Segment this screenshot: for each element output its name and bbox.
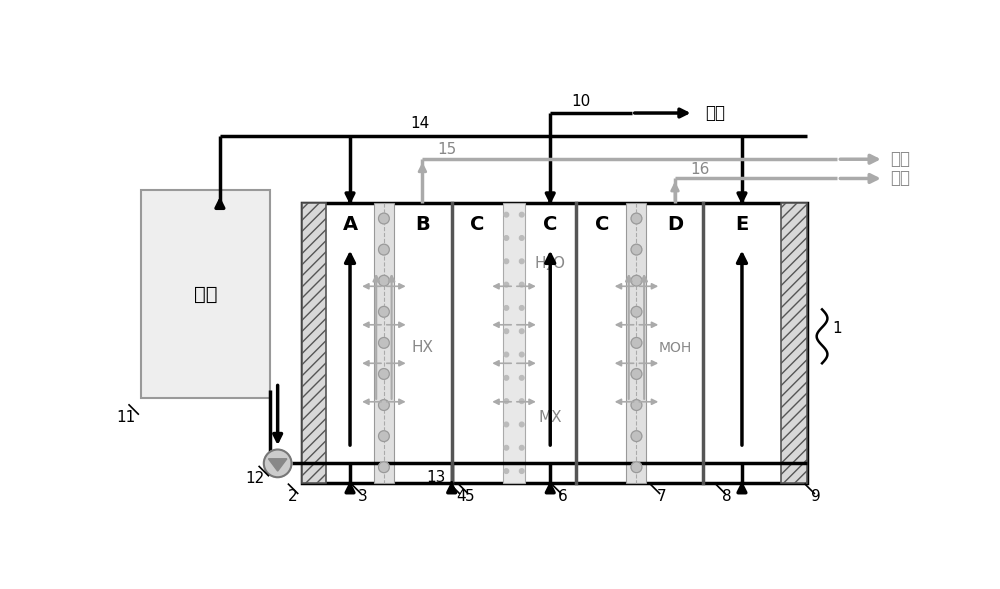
Circle shape bbox=[379, 431, 389, 442]
Text: C: C bbox=[595, 215, 609, 234]
Circle shape bbox=[631, 213, 642, 224]
Circle shape bbox=[379, 244, 389, 255]
Circle shape bbox=[631, 244, 642, 255]
Text: 1: 1 bbox=[833, 321, 842, 336]
Circle shape bbox=[519, 306, 524, 310]
Circle shape bbox=[519, 399, 524, 403]
Text: C: C bbox=[470, 215, 484, 234]
Circle shape bbox=[631, 462, 642, 472]
Circle shape bbox=[379, 337, 389, 348]
Circle shape bbox=[631, 275, 642, 286]
Text: 酸室: 酸室 bbox=[890, 150, 910, 168]
Bar bbox=[302, 203, 807, 482]
Circle shape bbox=[519, 422, 524, 427]
Text: 12: 12 bbox=[245, 471, 264, 487]
Text: HX: HX bbox=[411, 340, 433, 355]
Bar bbox=[374, 203, 394, 482]
Bar bbox=[302, 203, 326, 482]
Text: 14: 14 bbox=[410, 115, 430, 131]
Circle shape bbox=[519, 376, 524, 380]
Circle shape bbox=[264, 449, 292, 477]
Circle shape bbox=[504, 399, 509, 403]
Text: 11: 11 bbox=[116, 410, 136, 425]
Bar bbox=[626, 203, 646, 482]
Circle shape bbox=[519, 236, 524, 240]
Text: 7: 7 bbox=[656, 489, 666, 504]
Circle shape bbox=[504, 445, 509, 450]
Circle shape bbox=[519, 469, 524, 474]
Text: 10: 10 bbox=[571, 94, 591, 109]
Text: 5: 5 bbox=[465, 489, 474, 504]
Text: MX: MX bbox=[538, 410, 562, 425]
Circle shape bbox=[504, 329, 509, 333]
Text: 4: 4 bbox=[456, 489, 466, 504]
Text: 6: 6 bbox=[558, 489, 567, 504]
Circle shape bbox=[504, 282, 509, 287]
Circle shape bbox=[504, 422, 509, 427]
Circle shape bbox=[519, 282, 524, 287]
Circle shape bbox=[504, 236, 509, 240]
Circle shape bbox=[519, 352, 524, 357]
Circle shape bbox=[519, 213, 524, 217]
Text: D: D bbox=[667, 215, 683, 234]
Text: 原水: 原水 bbox=[194, 284, 217, 303]
Text: C: C bbox=[543, 215, 557, 234]
Circle shape bbox=[504, 376, 509, 380]
Text: 碱室: 碱室 bbox=[890, 170, 910, 187]
Circle shape bbox=[631, 400, 642, 411]
Circle shape bbox=[631, 431, 642, 442]
Text: 出水: 出水 bbox=[705, 104, 725, 122]
Text: 13: 13 bbox=[426, 470, 445, 485]
Text: E: E bbox=[735, 215, 749, 234]
Circle shape bbox=[504, 469, 509, 474]
Circle shape bbox=[379, 213, 389, 224]
Text: A: A bbox=[342, 215, 358, 234]
Circle shape bbox=[504, 352, 509, 357]
Text: H$_2$O: H$_2$O bbox=[534, 254, 566, 273]
Text: B: B bbox=[415, 215, 430, 234]
Circle shape bbox=[379, 400, 389, 411]
Circle shape bbox=[504, 259, 509, 264]
Circle shape bbox=[379, 462, 389, 472]
Circle shape bbox=[631, 337, 642, 348]
Bar bbox=[141, 190, 270, 398]
Text: 3: 3 bbox=[357, 489, 367, 504]
Bar bbox=[503, 203, 525, 482]
Text: 15: 15 bbox=[438, 143, 457, 157]
Text: 8: 8 bbox=[722, 489, 731, 504]
Circle shape bbox=[504, 306, 509, 310]
Circle shape bbox=[504, 213, 509, 217]
Circle shape bbox=[519, 259, 524, 264]
Text: 2: 2 bbox=[288, 489, 298, 504]
Circle shape bbox=[379, 306, 389, 317]
Circle shape bbox=[379, 369, 389, 379]
Text: 9: 9 bbox=[811, 489, 821, 504]
Circle shape bbox=[379, 275, 389, 286]
Polygon shape bbox=[268, 459, 287, 471]
Circle shape bbox=[631, 369, 642, 379]
Circle shape bbox=[519, 329, 524, 333]
Circle shape bbox=[631, 306, 642, 317]
Bar bbox=[781, 203, 807, 482]
Text: MOH: MOH bbox=[658, 341, 692, 355]
Circle shape bbox=[519, 445, 524, 450]
Text: 16: 16 bbox=[690, 162, 710, 177]
